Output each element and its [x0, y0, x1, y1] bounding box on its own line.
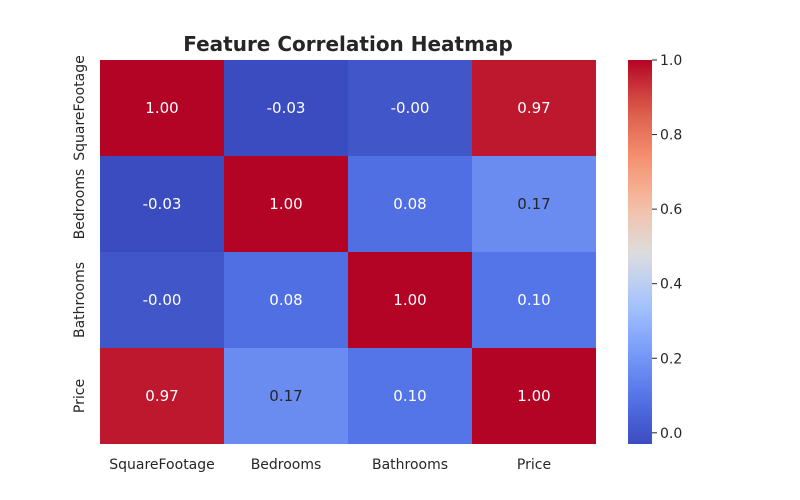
- heatmap-cell: [224, 252, 348, 348]
- heatmap-cells: 1.00 -0.03 -0.00 0.97 -0.03 1.00 0.08 0.17 -0.00…: [100, 60, 596, 444]
- x-tick-labels: SquareFootage Bedrooms Bathrooms Price: [109, 457, 551, 473]
- cell-value-label: -0.00: [391, 99, 430, 117]
- heatmap-cell: [348, 60, 472, 156]
- cell-value-label: 1.00: [145, 99, 178, 117]
- y-tick-label: Bathrooms: [72, 262, 88, 338]
- heatmap-cell: [224, 156, 348, 252]
- cell-value-label: 0.10: [393, 387, 426, 405]
- colorbar-tick-label: 1.0: [660, 53, 682, 69]
- cell-value-label: 0.17: [269, 387, 302, 405]
- heatmap-cell: [100, 156, 224, 252]
- cell-value-label: 0.08: [269, 291, 302, 309]
- colorbar-tick-label: 0.6: [660, 202, 682, 218]
- heatmap-cell: [100, 252, 224, 348]
- colorbar-tick-label: 0.2: [660, 351, 682, 367]
- y-tick-label: Price: [72, 379, 88, 413]
- colorbar: 0.0 0.2 0.4 0.6 0.8 1.0: [628, 53, 682, 444]
- heatmap-cell: [472, 60, 596, 156]
- cell-value-label: 0.08: [393, 195, 426, 213]
- heatmap-cell: [348, 348, 472, 444]
- cell-value-label: -0.03: [143, 195, 182, 213]
- y-tick-label: Bedrooms: [72, 169, 88, 240]
- cell-value-label: 0.10: [517, 291, 550, 309]
- heatmap-cell: [348, 252, 472, 348]
- y-tick-label: SquareFootage: [72, 55, 88, 161]
- colorbar-tick-label: 0.4: [660, 277, 682, 293]
- colorbar-gradient: [628, 60, 652, 444]
- x-tick-label: Bathrooms: [372, 457, 448, 473]
- cell-value-label: -0.00: [143, 291, 182, 309]
- cell-value-label: 1.00: [269, 195, 302, 213]
- cell-value-label: 0.17: [517, 195, 550, 213]
- cell-value-label: -0.03: [267, 99, 306, 117]
- cell-value-label: 0.97: [517, 99, 550, 117]
- cell-value-label: 0.97: [145, 387, 178, 405]
- heatmap-cell: [224, 60, 348, 156]
- cell-value-label: 1.00: [517, 387, 550, 405]
- y-tick-labels: SquareFootage Bedrooms Bathrooms Price: [72, 55, 88, 413]
- x-tick-label: Bedrooms: [251, 457, 322, 473]
- colorbar-tick-label: 0.0: [660, 426, 682, 442]
- heatmap-cell: [100, 60, 224, 156]
- heatmap-cell: [472, 348, 596, 444]
- heatmap-cell: [224, 348, 348, 444]
- heatmap-cell: [472, 156, 596, 252]
- heatmap-cell: [472, 252, 596, 348]
- cell-value-label: 1.00: [393, 291, 426, 309]
- colorbar-tick-label: 0.8: [660, 128, 682, 144]
- heatmap-cell: [100, 348, 224, 444]
- x-tick-label: Price: [517, 457, 551, 473]
- x-tick-label: SquareFootage: [109, 457, 215, 473]
- heatmap-cell: [348, 156, 472, 252]
- chart-title: Feature Correlation Heatmap: [183, 32, 513, 56]
